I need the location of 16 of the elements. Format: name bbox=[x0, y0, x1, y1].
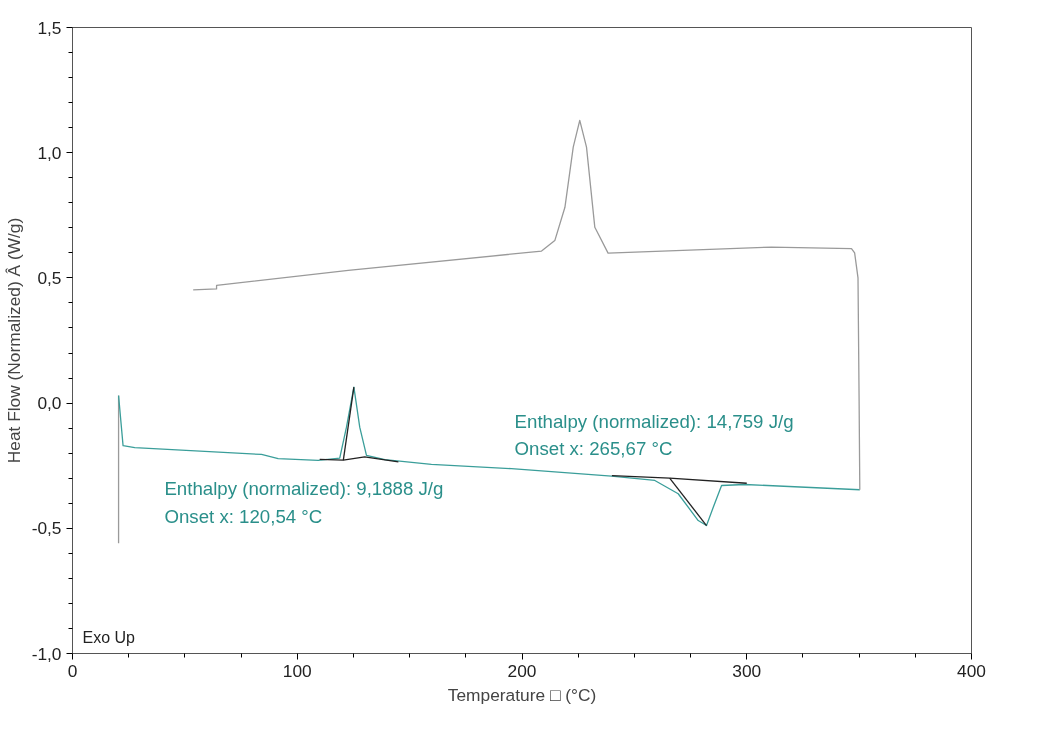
y-tick-label: 1,0 bbox=[37, 142, 62, 163]
y-tick-label: -0,5 bbox=[31, 518, 62, 539]
y-axis-title: Heat Flow (Normalized) Â (W/g) bbox=[3, 217, 24, 464]
x-axis-title: Temperature □ (°C) bbox=[447, 684, 597, 705]
x-tick-label: 400 bbox=[957, 660, 986, 681]
y-tick-label: -1,0 bbox=[31, 643, 62, 664]
x-tick-label: 0 bbox=[67, 660, 78, 681]
y-tick-label: 0,0 bbox=[37, 393, 62, 414]
y-tick-label: 0,5 bbox=[37, 267, 62, 288]
x-tick-label: 300 bbox=[732, 660, 762, 681]
annotation: Enthalpy (normalized): 9,1888 J/g Onset x: 120,54 °C bbox=[164, 478, 444, 527]
y-tick-label: 1,5 bbox=[37, 17, 62, 38]
annotation: Enthalpy (normalized): 14,759 J/g Onset x: 265,67 °C bbox=[514, 410, 794, 459]
annotation: Exo Up bbox=[82, 628, 136, 646]
x-tick-label: 200 bbox=[507, 660, 537, 681]
x-tick-label: 100 bbox=[282, 660, 312, 681]
